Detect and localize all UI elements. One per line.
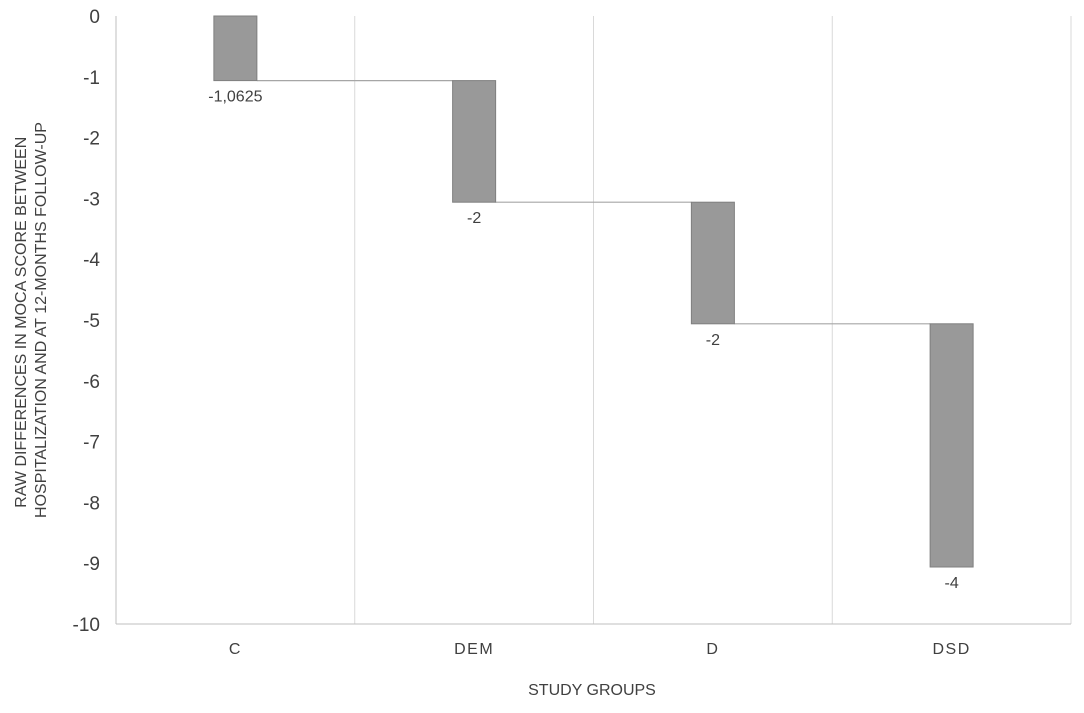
category-label-dem: DEM: [454, 641, 494, 658]
x-axis-title: STUDY GROUPS: [528, 682, 656, 699]
y-tick-label: -9: [83, 554, 100, 575]
category-label-d: D: [706, 641, 719, 658]
data-labels: -1,0625 -2 -2 -4: [208, 89, 959, 592]
gridlines: [115, 16, 1072, 625]
category-label-c: C: [229, 641, 242, 658]
y-tick-label: -3: [83, 189, 100, 210]
y-tick-label: -2: [83, 129, 100, 150]
y-axis-title-line-1: RAW DIFFERENCES IN MOCA SCORE BETWEEN: [13, 137, 30, 508]
y-tick-label: -6: [83, 372, 100, 393]
data-label-c: -1,0625: [208, 89, 262, 106]
data-label-d: -2: [706, 332, 720, 349]
y-tick-label: -4: [83, 250, 100, 271]
y-tick-label: -10: [73, 615, 100, 636]
category-label-dsd: DSD: [932, 641, 970, 658]
bar-dem: [452, 80, 497, 203]
data-label-dsd: -4: [945, 575, 959, 592]
bar-c: [213, 15, 258, 82]
y-axis-title-line-2: HOSPITALIZATION AND AT 12-MONTHS FOLLOW-…: [33, 122, 50, 518]
y-axis-title: RAW DIFFERENCES IN MOCA SCORE BETWEEN HO…: [13, 122, 50, 518]
bar-dsd: [929, 323, 974, 568]
y-tick-label: -8: [83, 493, 100, 514]
y-tick-label: -7: [83, 433, 100, 454]
y-tick-label: -5: [83, 311, 100, 332]
connector-lines: [256, 79, 931, 325]
bars: [213, 15, 974, 568]
bar-d: [690, 201, 735, 325]
data-label-dem: -2: [467, 210, 481, 227]
y-axis-ticks: 0 -1 -2 -3 -4 -5 -6 -7 -8 -9 -10: [73, 7, 101, 636]
y-tick-label: 0: [89, 7, 100, 28]
x-axis-categories: C DEM D DSD: [229, 641, 970, 658]
y-tick-label: -1: [83, 68, 100, 89]
